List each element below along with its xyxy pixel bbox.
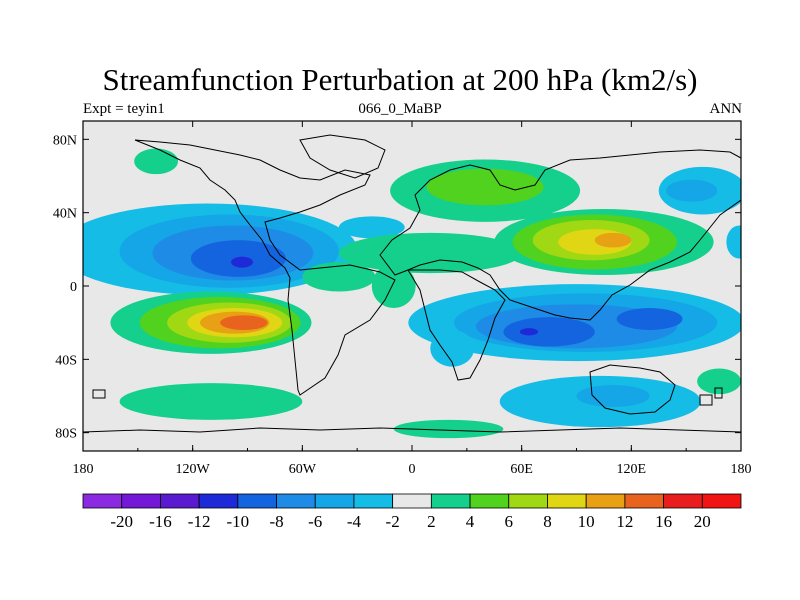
x-tick-label: 120W <box>176 462 211 477</box>
x-tick-label: 0 <box>409 462 416 477</box>
colorbar-swatch <box>547 493 587 509</box>
colorbar-label: 6 <box>505 512 514 531</box>
x-tick-label: 180 <box>731 462 752 477</box>
season-label: ANN <box>709 101 743 117</box>
y-tick-label: 80N <box>53 133 77 148</box>
contour-region-22 <box>426 168 544 206</box>
colorbar-swatch <box>121 493 161 509</box>
y-tick-label: 40N <box>53 207 77 222</box>
colorbar-label: 20 <box>694 512 711 531</box>
contour-region-23 <box>338 232 522 274</box>
contour-region-37 <box>697 368 741 395</box>
colorbar-label: -8 <box>269 512 283 531</box>
colorbar-swatch <box>392 493 432 509</box>
y-tick-label: 40S <box>55 353 77 368</box>
colorbar-label: -12 <box>188 512 211 531</box>
colorbar-label: -20 <box>110 512 133 531</box>
contour-region-36 <box>393 419 504 439</box>
contour-region-12 <box>503 317 595 347</box>
contour-region-20 <box>134 148 179 175</box>
contour-region-34 <box>220 315 268 330</box>
colorbar-label: 8 <box>543 512 552 531</box>
contour-region-4 <box>231 256 253 268</box>
colorbar-swatch <box>663 493 703 509</box>
colorbar-swatch <box>585 493 626 509</box>
x-tick-label: 60W <box>289 462 317 477</box>
colorbar-label: 2 <box>427 512 436 531</box>
contour-region-15 <box>430 330 475 367</box>
coastlines <box>83 134 741 433</box>
colorbar-swatch <box>82 493 123 509</box>
y-tick-label: 0 <box>70 280 77 295</box>
x-tick-label: 120E <box>617 462 647 477</box>
plot-title: Streamfunction Perturbation at 200 hPa (… <box>102 62 698 97</box>
colorbar-swatch <box>314 493 355 509</box>
colorbar-swatch <box>198 493 239 509</box>
x-tick-label: 60E <box>510 462 533 477</box>
longitude-axis: 180 120W 60W 0 60E 120E 180 <box>73 121 752 477</box>
colorbar: -20 -16 -12 -10 -8 -6 -4 -2 2 4 6 8 10 12 16 20 <box>82 493 742 531</box>
colorbar-label: 16 <box>655 512 672 531</box>
colorbar-label: -2 <box>386 512 400 531</box>
colorbar-label: -16 <box>149 512 172 531</box>
colorbar-swatch <box>237 493 277 509</box>
contour-field <box>83 148 741 439</box>
contour-region-14 <box>519 328 539 336</box>
colorbar-label: 12 <box>616 512 633 531</box>
contour-region-19 <box>371 264 416 308</box>
y-tick-label: 80S <box>55 427 77 442</box>
contour-region-5 <box>338 216 405 239</box>
latitude-axis: 80N 40N 0 40S 80S <box>53 133 741 442</box>
colorbar-label: -10 <box>226 512 249 531</box>
contour-region-17 <box>576 385 650 407</box>
contour-region-7 <box>666 179 718 202</box>
colorbar-swatch <box>701 493 742 509</box>
contour-region-35 <box>119 383 303 420</box>
colorbar-swatch <box>624 493 664 509</box>
experiment-label: Expt = teyin1 <box>83 101 165 117</box>
case-label: 066_0_MaBP <box>358 101 442 117</box>
x-tick-label: 180 <box>73 462 94 477</box>
colorbar-swatch <box>508 493 548 509</box>
contour-region-18 <box>302 262 376 292</box>
contour-region-13 <box>616 308 683 330</box>
colorbar-swatch <box>160 493 200 509</box>
colorbar-label: -4 <box>347 512 362 531</box>
colorbar-swatch <box>353 493 394 509</box>
colorbar-swatch <box>469 493 510 509</box>
colorbar-label: -6 <box>308 512 322 531</box>
contour-region-8 <box>726 225 741 259</box>
contour-region-28 <box>594 232 632 248</box>
colorbar-swatch <box>276 493 316 509</box>
colorbar-swatch <box>430 493 471 509</box>
colorbar-label: 4 <box>466 512 475 531</box>
colorbar-label: 10 <box>578 512 595 531</box>
